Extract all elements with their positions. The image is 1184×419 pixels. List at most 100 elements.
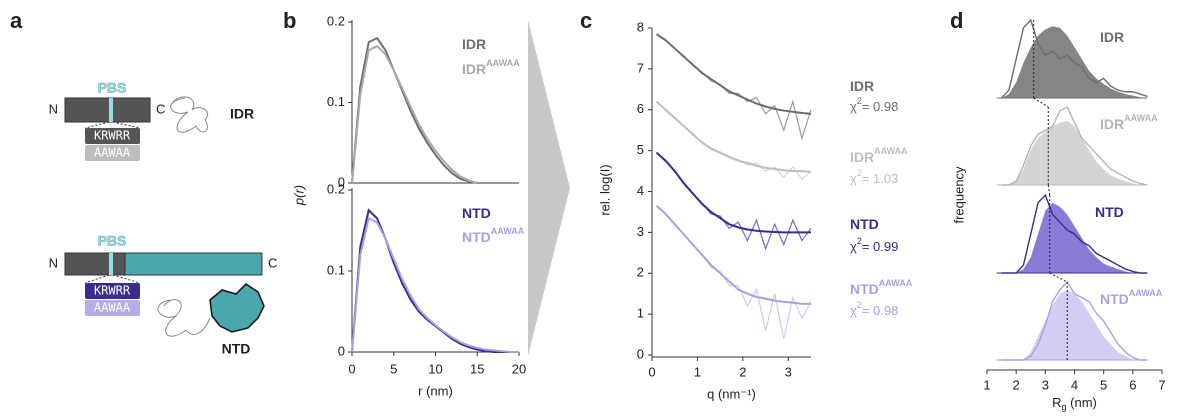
idr-bar — [64, 252, 126, 276]
n-label: N — [49, 255, 58, 270]
chi-label-part: χ — [850, 239, 857, 254]
y-tick-label: 0.1 — [327, 262, 345, 277]
x-axis-label-part: g — [1062, 402, 1067, 412]
x-axis-label: q (nm⁻¹) — [707, 386, 756, 401]
mutant-text: AAWAA — [94, 301, 131, 315]
series-label-part: IDR — [850, 78, 874, 94]
y-tick-label: 4 — [637, 183, 644, 198]
x-tick-label: 2 — [1013, 377, 1020, 392]
selected-outline — [1001, 106, 1148, 186]
legend-label-part: NTD — [462, 229, 491, 245]
x-tick-label: 1 — [694, 364, 701, 379]
ensemble-area — [1001, 121, 1148, 185]
y-axis-label: rel. log(I) — [597, 164, 612, 215]
y-tick-label: 0.2 — [327, 13, 345, 28]
chi-label-part: χ — [850, 99, 857, 114]
pbs-label: PBS — [98, 233, 127, 249]
motif-text: KRWRR — [94, 284, 131, 298]
x-tick-label: 0 — [348, 361, 355, 376]
series-label-part: AAWAA — [879, 278, 913, 288]
chi-label-part: χ — [850, 303, 857, 318]
series-label-part: IDR — [1100, 116, 1124, 132]
series-label: NTD — [850, 216, 879, 232]
series-label-part: AAWAA — [874, 146, 908, 156]
ntd-construct: N C PBS KRWRR AAWAA NTD — [49, 232, 278, 357]
pr-curve — [351, 44, 478, 184]
chi-label-part: = 0.98 — [862, 99, 899, 114]
series-label-part: NTD — [1095, 204, 1124, 220]
pr-curve — [351, 216, 519, 353]
chi-label-part: = 1.03 — [862, 171, 899, 186]
c-label: C — [156, 101, 165, 116]
selected-outline — [1001, 193, 1148, 274]
motif-box — [85, 128, 140, 144]
c-label: C — [268, 255, 277, 270]
y-axis-label: p(r) — [291, 185, 306, 206]
chi-label-part: = 0.98 — [862, 303, 899, 318]
legend-label: NTD — [462, 205, 491, 221]
series-label: IDRAAWAA — [1100, 113, 1158, 131]
series-label: NTDAAWAA — [1100, 288, 1163, 306]
y-tick-label: 3 — [637, 224, 644, 239]
fit-curve — [655, 33, 812, 115]
construct-label: IDR — [230, 106, 254, 122]
zoom-lines — [84, 121, 141, 129]
chi-label-part: = 0.99 — [862, 239, 899, 254]
y-tick-label: 8 — [637, 19, 644, 34]
x-axis-label-part: (nm) — [1067, 395, 1097, 410]
x-tick-label: 15 — [470, 361, 484, 376]
legend-label: NTDAAWAA — [462, 226, 525, 244]
construct-label: NTD — [222, 341, 251, 357]
y-tick-label: 0.1 — [327, 94, 345, 109]
y-tick-label: 0 — [338, 174, 345, 189]
chi-label: χ2= 0.99 — [850, 236, 898, 254]
fit-curve — [655, 151, 811, 234]
flow-arrow — [528, 20, 570, 356]
pbs-label: PBS — [98, 80, 127, 96]
x-axis-label-part: R — [1052, 395, 1061, 410]
chi-label-part: 2 — [857, 96, 862, 106]
chi-label-part: 2 — [857, 168, 862, 178]
series-label: IDR — [1100, 29, 1124, 45]
zoom-lines — [84, 274, 141, 284]
x-tick-label: 7 — [1158, 377, 1165, 392]
panel-letter: a — [10, 8, 23, 33]
panel-letter: b — [283, 8, 296, 33]
x-tick-label: 5 — [390, 361, 397, 376]
x-tick-label: 4 — [1071, 377, 1078, 392]
n-label: N — [49, 101, 58, 116]
mean-connector — [1049, 272, 1068, 283]
idr-cartoon — [170, 96, 209, 133]
panel-letter: c — [580, 8, 592, 33]
y-tick-label: 2 — [637, 265, 644, 280]
y-tick-label: 0 — [338, 343, 345, 358]
mutant-box — [85, 145, 140, 161]
series-label: IDRAAWAA — [850, 146, 908, 164]
y-tick-label: 5 — [637, 142, 644, 157]
x-tick-label: 0 — [648, 364, 655, 379]
ensemble-area — [1001, 202, 1148, 273]
x-tick-label: 1 — [983, 377, 990, 392]
x-axis-label: Rg (nm) — [1052, 395, 1097, 412]
series-label-part: NTD — [1100, 291, 1129, 307]
chi-label-part: 2 — [857, 236, 862, 246]
motif-box — [85, 283, 140, 299]
series-label: IDR — [850, 78, 874, 94]
series-label-part: NTD — [850, 216, 879, 232]
idr-construct: N C PBS KRWRR AAWAA IDR — [49, 79, 254, 161]
mutant-text: AAWAA — [94, 146, 131, 160]
y-tick-label: 0 — [637, 346, 644, 361]
x-tick-label: 20 — [512, 361, 526, 376]
chi-label: χ2= 0.98 — [850, 300, 898, 318]
x-tick-label: 6 — [1129, 377, 1136, 392]
scattering-data — [656, 101, 812, 181]
legend-label: IDR — [462, 36, 486, 52]
series-label-part: AAWAA — [1124, 113, 1158, 123]
chi-label: χ2= 0.98 — [850, 96, 898, 114]
legend-label-part: IDR — [462, 61, 486, 77]
fit-curve — [655, 100, 812, 173]
chi-label: χ2= 1.03 — [850, 168, 898, 186]
mutant-box — [85, 300, 140, 316]
ntd-bar — [124, 252, 263, 276]
